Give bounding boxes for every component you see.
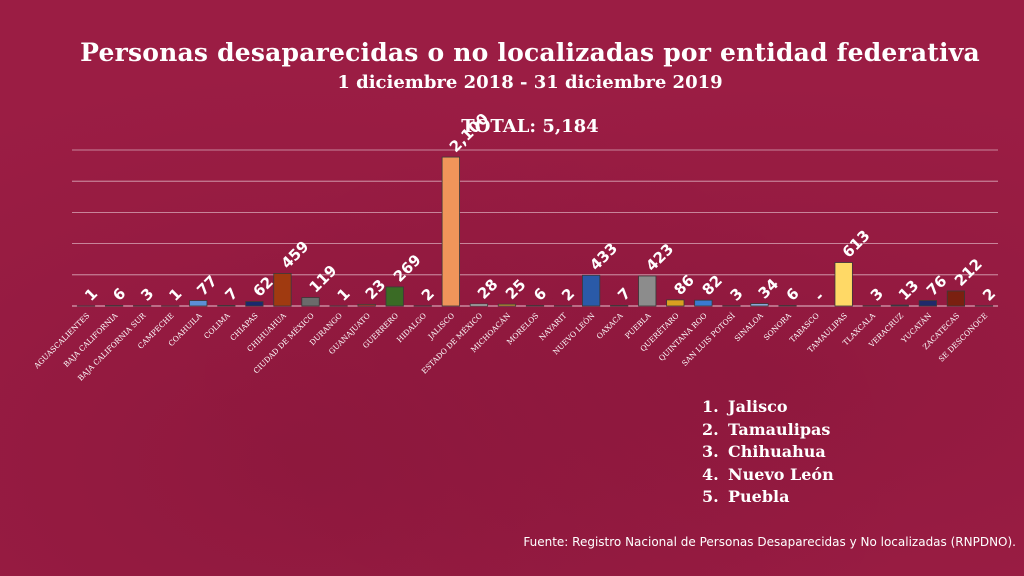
data-label: 25 <box>502 276 529 303</box>
chart-subtitle: 1 diciembre 2018 - 31 diciembre 2019 <box>337 72 723 93</box>
bar-guerrero <box>385 286 404 307</box>
bar-guanajuato <box>357 303 376 307</box>
ranking-name: Nuevo León <box>728 464 834 484</box>
ranking-name: Chihuahua <box>728 442 826 461</box>
data-label: 3 <box>137 285 157 305</box>
data-label: 86 <box>670 271 697 298</box>
data-label: 6 <box>109 284 129 304</box>
x-tick-label: SAN LUIS POTOSÍ <box>680 311 737 368</box>
bar-ciudad-de-m-xico <box>301 297 320 307</box>
ranking-name: Tamaulipas <box>728 419 831 439</box>
data-label: 1 <box>165 285 185 305</box>
data-label: 77 <box>193 272 220 299</box>
data-label: 1 <box>334 285 354 305</box>
bar-chiapas <box>245 301 264 307</box>
data-label: 7 <box>221 284 241 304</box>
data-label: 2,100 <box>446 110 492 156</box>
ranking-number: 5. <box>702 487 719 506</box>
ranking-item: 3. Chihuahua <box>702 441 834 464</box>
data-label: - <box>811 288 828 305</box>
data-label: 13 <box>895 276 922 303</box>
data-label: 6 <box>530 284 550 304</box>
data-label: 1 <box>81 285 101 305</box>
data-label: 2 <box>979 285 999 305</box>
bar-yucat-n <box>918 300 937 307</box>
data-label: 62 <box>249 273 276 300</box>
ranking-name: Jalisco <box>728 397 788 416</box>
data-label: 269 <box>390 251 425 286</box>
data-label: 433 <box>586 239 621 274</box>
top-five-list: 1. Jalisco 2. Tamaulipas 3. Chihuahua 4. Nue… <box>702 396 834 509</box>
data-label: 76 <box>923 272 950 299</box>
x-tick-label: QUINTANA ROO <box>657 311 709 363</box>
data-label: 423 <box>642 240 677 275</box>
ranking-name: Puebla <box>728 487 790 506</box>
bar-chihuahua <box>273 273 292 307</box>
data-label: 613 <box>839 226 874 261</box>
x-tick-label: SE DESCONOCE <box>937 311 990 364</box>
data-label: 212 <box>951 255 986 290</box>
bar-veracruz <box>890 304 909 307</box>
bar-coahuila <box>189 300 208 307</box>
data-label: 82 <box>698 272 725 299</box>
data-label: 34 <box>755 275 782 302</box>
data-label: 3 <box>867 285 887 305</box>
ranking-number: 4. <box>702 464 719 484</box>
data-label: 7 <box>614 284 634 304</box>
source-note: Fuente: Registro Nacional de Personas De… <box>523 535 1016 549</box>
chart-title: Personas desaparecidas o no localizadas … <box>80 38 980 67</box>
x-tick-label: HIDALGO <box>395 311 428 344</box>
bar-puebla <box>638 275 657 307</box>
ranking-number: 1. <box>702 397 719 416</box>
data-label: 2 <box>418 285 438 305</box>
bar-nuevo-le-n <box>582 274 601 307</box>
data-label: 459 <box>278 237 313 272</box>
bar-quintana-roo <box>694 299 713 307</box>
bar-michoac-n <box>497 303 517 307</box>
bar-quer-taro <box>666 299 685 307</box>
bar-jalisco <box>441 156 460 307</box>
ranking-number: 3. <box>702 442 719 461</box>
bar-sinaloa <box>750 303 769 307</box>
ranking-item: 1. Jalisco <box>702 396 834 419</box>
data-label: 28 <box>474 275 501 302</box>
ranking-item: 5. Puebla <box>702 486 834 509</box>
bar-tamaulipas <box>834 262 853 307</box>
total-label: TOTAL: 5,184 <box>461 116 599 137</box>
data-label: 23 <box>362 276 389 303</box>
x-tick-label: OAXACA <box>595 311 625 341</box>
data-label: 2 <box>558 285 578 305</box>
data-label: 6 <box>783 284 803 304</box>
bar-zacatecas <box>946 290 966 307</box>
ranking-item: 2. Tamaulipas <box>702 419 834 442</box>
x-tick-label: SINALOA <box>733 311 766 344</box>
data-label: 3 <box>727 285 747 305</box>
bar-estado-de-m-xico <box>469 303 488 307</box>
ranking-item: 4. Nuevo León <box>702 464 834 487</box>
ranking-number: 2. <box>702 419 719 439</box>
